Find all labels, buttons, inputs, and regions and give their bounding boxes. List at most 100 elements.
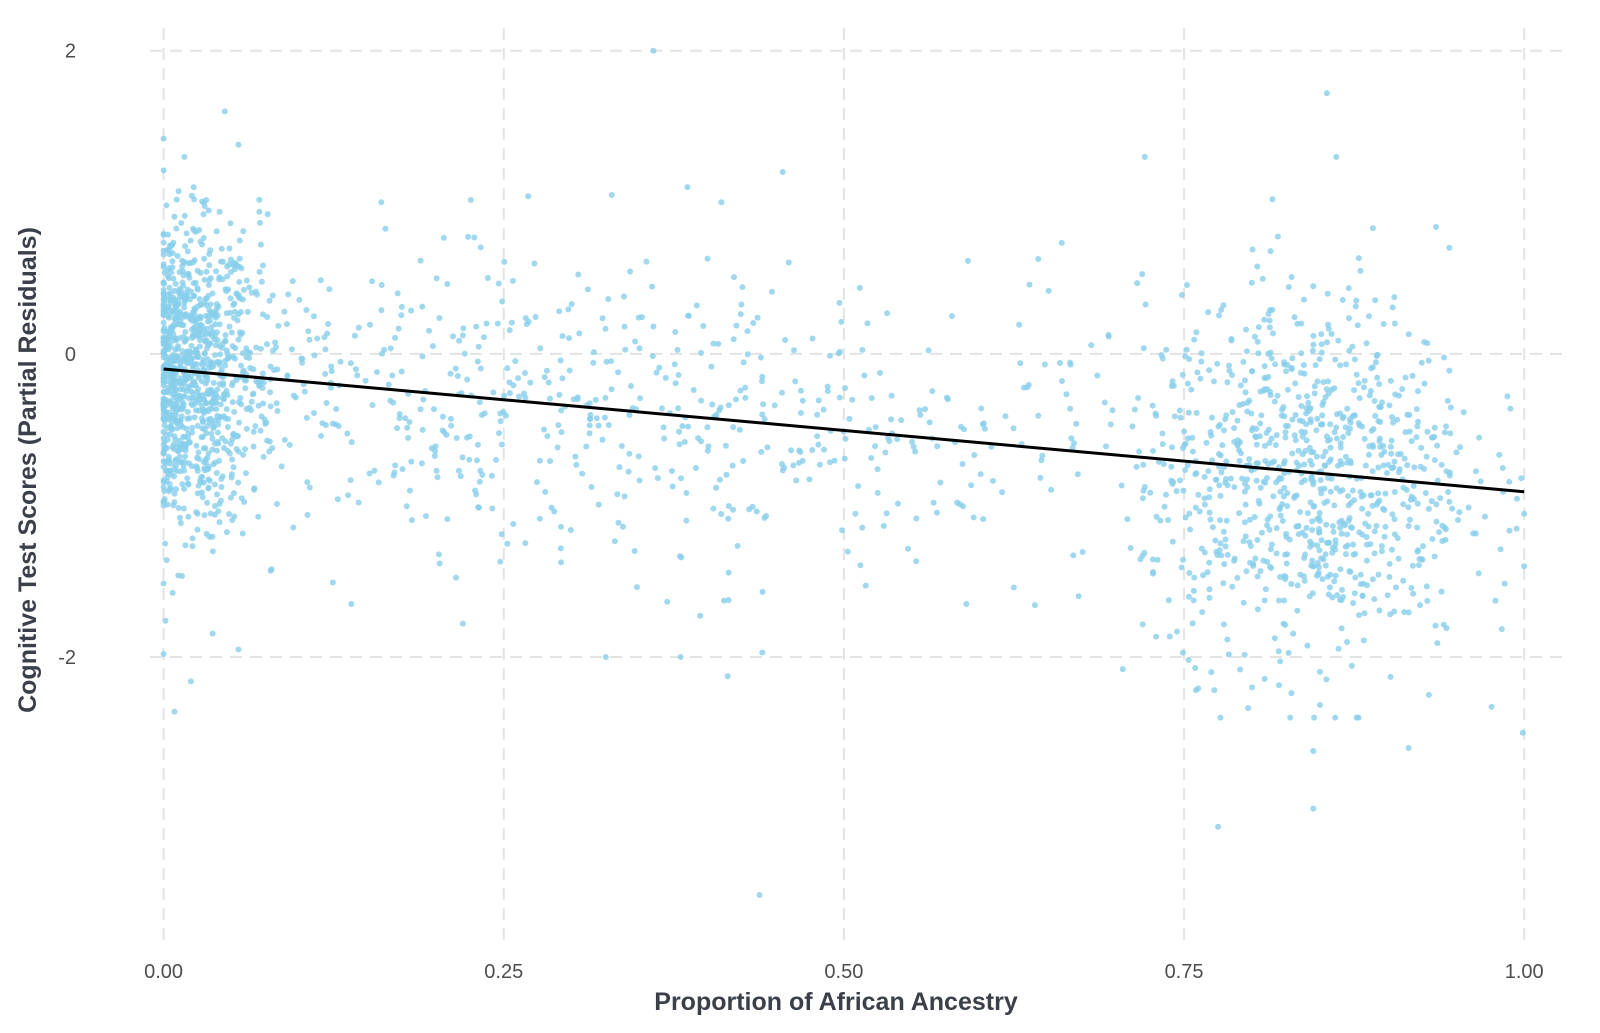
data-point xyxy=(849,396,856,403)
data-point xyxy=(224,273,231,280)
data-point xyxy=(1423,453,1430,460)
data-point xyxy=(1506,478,1513,485)
data-point xyxy=(1364,582,1371,589)
data-point xyxy=(1366,313,1373,320)
data-point xyxy=(1424,428,1431,435)
data-point xyxy=(978,405,985,412)
data-point xyxy=(217,351,224,358)
data-point xyxy=(1217,517,1224,524)
data-point xyxy=(1369,502,1376,509)
data-point xyxy=(193,316,200,323)
data-point xyxy=(779,168,786,175)
data-point xyxy=(348,439,355,446)
trend-line-group xyxy=(163,367,1525,494)
data-point xyxy=(322,346,329,353)
data-point xyxy=(235,479,242,486)
data-point xyxy=(260,400,267,407)
data-point xyxy=(211,502,218,509)
data-point xyxy=(327,384,334,391)
data-point xyxy=(184,408,191,415)
data-point xyxy=(1281,485,1288,492)
data-point xyxy=(1421,380,1428,387)
data-point xyxy=(160,463,167,470)
data-point xyxy=(586,422,593,429)
data-point xyxy=(1294,320,1301,327)
data-point xyxy=(176,514,183,521)
data-point xyxy=(886,438,893,445)
data-point xyxy=(1363,340,1370,347)
data-point xyxy=(1433,518,1440,525)
data-point xyxy=(1342,551,1349,558)
data-point xyxy=(586,400,593,407)
data-point xyxy=(389,372,396,379)
data-point xyxy=(184,415,191,422)
data-point xyxy=(1241,377,1248,384)
data-point xyxy=(483,320,490,327)
data-point xyxy=(1387,443,1394,450)
data-point xyxy=(864,320,871,327)
data-point xyxy=(402,415,409,422)
data-point xyxy=(1421,465,1428,472)
data-point xyxy=(814,433,821,440)
data-point xyxy=(1193,687,1200,694)
data-point xyxy=(1369,225,1376,232)
data-point xyxy=(394,425,401,432)
data-point xyxy=(366,470,373,477)
data-point xyxy=(1041,361,1048,368)
data-point xyxy=(267,403,274,410)
data-point xyxy=(209,630,216,637)
data-point xyxy=(201,350,208,357)
data-point xyxy=(406,487,413,494)
data-point xyxy=(1344,639,1351,646)
data-point xyxy=(1267,546,1274,553)
data-point xyxy=(1311,383,1318,390)
data-point xyxy=(1363,557,1370,564)
data-point xyxy=(348,600,355,607)
data-point xyxy=(649,283,656,290)
data-point xyxy=(160,338,167,345)
data-point xyxy=(1374,374,1381,381)
data-point xyxy=(404,424,411,431)
data-point xyxy=(1266,526,1273,533)
data-point xyxy=(1391,516,1398,523)
data-point xyxy=(1166,633,1173,640)
data-point xyxy=(175,188,182,195)
data-point xyxy=(1262,586,1269,593)
data-point xyxy=(1446,244,1453,251)
data-point xyxy=(584,286,591,293)
data-point xyxy=(1332,537,1339,544)
data-point xyxy=(181,393,188,400)
data-point xyxy=(188,326,195,333)
data-point xyxy=(281,436,288,443)
data-point xyxy=(172,280,179,287)
data-point xyxy=(193,463,200,470)
data-point xyxy=(256,208,263,215)
data-point xyxy=(1154,556,1161,563)
data-point xyxy=(203,268,210,275)
data-point xyxy=(1437,495,1444,502)
data-point xyxy=(1388,437,1395,444)
data-point xyxy=(223,529,230,536)
data-point xyxy=(1308,461,1315,468)
data-point xyxy=(740,359,747,366)
data-point xyxy=(198,415,205,422)
data-point xyxy=(476,399,483,406)
data-point xyxy=(1244,399,1251,406)
data-point xyxy=(1129,423,1136,430)
data-point xyxy=(898,417,905,424)
data-point xyxy=(1263,429,1270,436)
data-point xyxy=(160,502,167,509)
data-point xyxy=(894,500,901,507)
data-point xyxy=(235,646,242,653)
data-point xyxy=(1391,458,1398,465)
data-point xyxy=(1351,356,1358,363)
data-point xyxy=(868,454,875,461)
data-point xyxy=(637,395,644,402)
data-point xyxy=(239,350,246,357)
data-point xyxy=(169,258,176,265)
data-point xyxy=(205,485,212,492)
data-point xyxy=(759,649,766,656)
data-point xyxy=(168,338,175,345)
data-point xyxy=(206,277,213,284)
data-point xyxy=(1215,423,1222,430)
